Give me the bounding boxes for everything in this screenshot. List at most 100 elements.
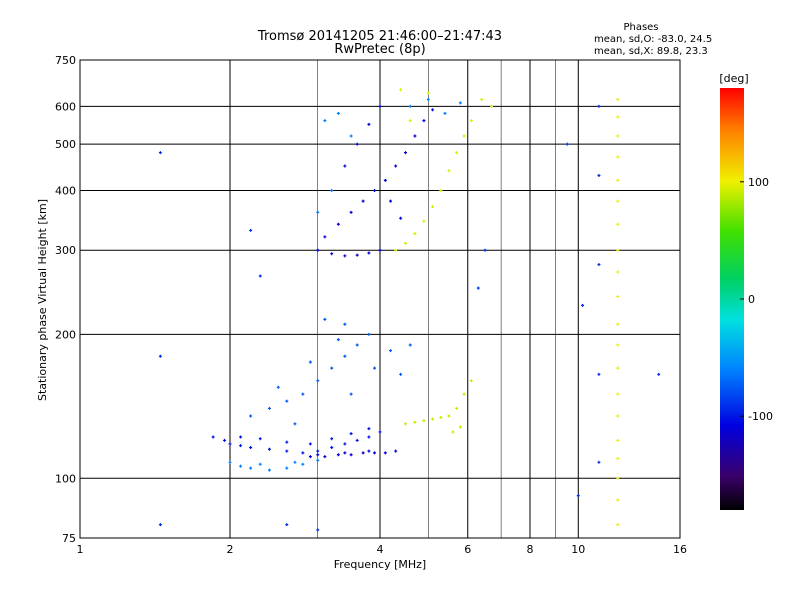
data-point [616, 248, 620, 252]
data-point [480, 98, 484, 102]
legend-heading: Phases [623, 22, 658, 33]
series-group [616, 98, 620, 527]
y-tick-label: 600 [55, 100, 76, 113]
data-point [431, 417, 435, 421]
data-point [301, 451, 305, 455]
data-point [616, 392, 620, 396]
x-tick-label: 4 [377, 543, 384, 556]
data-point [581, 303, 585, 307]
data-point [403, 241, 407, 245]
chart-title: Tromsø 20141205 21:46:00–21:47:43 [257, 29, 502, 44]
data-point [367, 122, 371, 126]
data-point [408, 119, 412, 123]
data-point [258, 274, 262, 278]
data-point [158, 354, 162, 358]
y-tick-label: 400 [55, 184, 76, 197]
legend-line-o: mean, sd,O: -83.0, 24.5 [594, 34, 712, 45]
x-tick-label: 1 [77, 543, 84, 556]
data-point [336, 222, 340, 226]
data-point [616, 456, 620, 460]
data-point [373, 451, 377, 455]
data-point [361, 199, 365, 203]
data-point [413, 420, 417, 424]
data-point [267, 406, 271, 410]
data-point [330, 445, 334, 449]
data-point [343, 451, 347, 455]
data-point [403, 422, 407, 426]
data-point [383, 178, 387, 182]
series-group [228, 458, 320, 472]
data-point [308, 455, 312, 459]
data-point [316, 248, 320, 252]
data-point [323, 119, 327, 123]
x-tick-label: 16 [673, 543, 687, 556]
data-point [399, 88, 403, 92]
series-group [158, 104, 661, 532]
data-point [249, 228, 253, 232]
data-point [447, 169, 451, 173]
data-point [616, 222, 620, 226]
data-point [158, 151, 162, 155]
x-axis-label: Frequency [MHz] [334, 558, 426, 571]
data-point [597, 173, 601, 177]
data-point [616, 476, 620, 480]
data-point [597, 460, 601, 464]
series-group [316, 98, 462, 214]
colorbar-tick-label: 100 [748, 176, 769, 189]
data-point [285, 466, 289, 470]
grid-lines [80, 60, 680, 538]
data-point [285, 399, 289, 403]
series-group [211, 427, 382, 455]
data-point [249, 445, 253, 449]
data-point [426, 98, 430, 102]
colorbar-tick-label: 0 [748, 293, 755, 306]
data-point [616, 134, 620, 138]
data-point [316, 210, 320, 214]
data-point [249, 466, 253, 470]
data-point [394, 248, 398, 252]
data-point [323, 235, 327, 239]
x-tick-label: 6 [464, 543, 471, 556]
data-point [355, 253, 359, 257]
data-point [343, 164, 347, 168]
data-point [403, 151, 407, 155]
data-point [323, 317, 327, 321]
data-point [355, 343, 359, 347]
data-point [349, 432, 353, 436]
legend-line-x: mean, sd,X: 89.8, 23.3 [594, 46, 708, 57]
data-point [394, 164, 398, 168]
series-group [308, 449, 398, 459]
data-point [565, 142, 569, 146]
data-point [308, 442, 312, 446]
data-point [616, 270, 620, 274]
data-point [367, 251, 371, 255]
data-point [267, 468, 271, 472]
series-group [249, 317, 412, 426]
data-point [616, 366, 620, 370]
data-point [616, 98, 620, 102]
data-point [597, 104, 601, 108]
x-tick-label: 8 [527, 543, 534, 556]
data-point [349, 392, 353, 396]
data-point [408, 104, 412, 108]
data-point [336, 453, 340, 457]
data-point [285, 449, 289, 453]
data-point [343, 322, 347, 326]
data-point [367, 449, 371, 453]
data-point [576, 494, 580, 498]
data-point [616, 199, 620, 203]
data-point [316, 528, 320, 532]
data-point [343, 354, 347, 358]
data-point [355, 438, 359, 442]
data-point [343, 442, 347, 446]
data-point [301, 462, 305, 466]
data-point [316, 458, 320, 462]
data-point [239, 444, 243, 448]
y-tick-label: 100 [55, 472, 76, 485]
data-point [373, 188, 377, 192]
plot-frame [79, 59, 681, 539]
data-point [276, 385, 280, 389]
data-point [422, 219, 426, 223]
data-point [426, 91, 430, 95]
